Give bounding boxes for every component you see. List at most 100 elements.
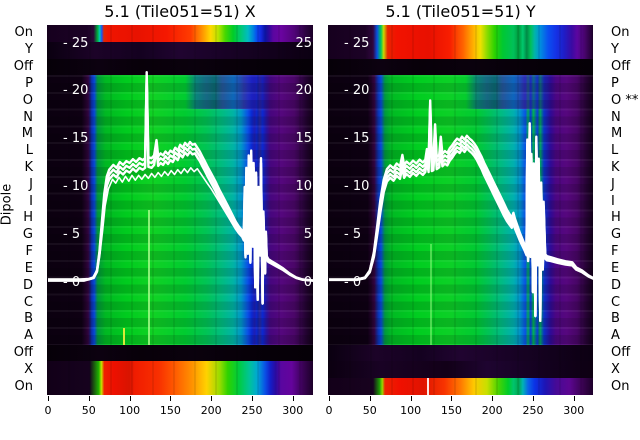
x-axis-tick	[170, 396, 172, 401]
dipole-power-traces-x	[48, 71, 313, 305]
dipole-row-label-right: O **	[611, 92, 639, 108]
vertical-feature-line	[122, 327, 125, 345]
x-axis-tick	[410, 396, 412, 401]
heatmap-panel-x: - 25 25 - 20 20 - 15 15 - 10 10 - 5 5 - 0 0	[47, 25, 313, 395]
x-axis-tick	[369, 396, 371, 401]
dipole-row-label-right: Y	[611, 42, 619, 58]
dipole-row-label-left: L	[25, 143, 33, 159]
scale-tick-label-left: - 0	[344, 274, 362, 290]
dipole-power-traces-y	[329, 99, 593, 322]
dipole-row-label-left: B	[24, 311, 33, 327]
scale-tick-label-left: - 20	[63, 83, 89, 99]
vertical-feature-line	[430, 243, 432, 345]
row-banding-overlay	[328, 75, 593, 345]
dipole-row-label-left: E	[24, 260, 33, 276]
dipole-row-label-right: F	[611, 244, 619, 259]
heatmap-band	[328, 75, 593, 345]
scale-tick-label-left: - 15	[344, 131, 370, 147]
dipole-row-label-right: K	[611, 160, 620, 175]
heatmap-band	[328, 344, 593, 362]
x-axis-tick-label: 300	[563, 404, 585, 417]
dipole-row-label-left: D	[22, 277, 33, 293]
dipole-row-label-left: A	[24, 328, 33, 344]
scale-tick-label-right: 20	[295, 83, 312, 99]
dipole-row-label-right: G	[611, 227, 622, 243]
heatmap-band	[47, 361, 313, 395]
x-axis-tick	[492, 396, 494, 401]
column-blocks-overlay	[47, 25, 313, 395]
dipole-row-label-left: On	[14, 25, 33, 41]
dipole-po-overlay	[328, 75, 593, 110]
scale-tick-label-right: 0	[303, 274, 312, 290]
dipole-row-label-left: M	[21, 126, 33, 142]
x-axis-tick	[573, 396, 575, 401]
heatmap-band	[47, 58, 313, 76]
vertical-feature-line	[426, 378, 429, 395]
scale-tick-label-left: - 25	[63, 35, 89, 51]
x-axis-tick-label: 50	[362, 404, 377, 417]
heatmap-band	[47, 75, 313, 345]
trace-line	[329, 111, 593, 322]
heatmap-band	[47, 25, 313, 42]
x-axis-tick-label: 250	[522, 404, 544, 417]
scale-tick-label-right: 15	[295, 131, 312, 147]
heatmap-panel-y: - 25 - 20 - 15 - 10 - 5 - 0	[328, 25, 593, 395]
x-axis-tick	[329, 396, 330, 401]
heatmap-band	[328, 25, 593, 59]
row-banding-overlay	[47, 75, 313, 345]
scale-tick-label-left: - 10	[63, 178, 89, 194]
heatmap-band	[328, 378, 593, 395]
dipole-row-label-right: C	[611, 294, 621, 310]
x-axis-tick-label: 200	[481, 404, 503, 417]
panel-title-x: 5.1 (Tile051=51) X	[104, 2, 256, 21]
dipole-row-label-right: X	[611, 361, 620, 377]
x-axis-tick	[211, 396, 213, 401]
x-axis-tick	[451, 396, 453, 401]
dipole-row-label-left: H	[23, 210, 33, 226]
x-axis-tick-label: 0	[325, 404, 333, 417]
x-axis-tick-label: 150	[440, 404, 462, 417]
dipole-row-label-right: A	[611, 328, 620, 344]
x-axis-tick	[48, 396, 49, 401]
panel-title-y: 5.1 (Tile051=51) Y	[385, 2, 536, 21]
dipole-row-label-left: F	[25, 244, 33, 259]
dipole-row-label-right: On	[611, 25, 630, 41]
x-axis-tick-label: 50	[81, 404, 96, 417]
scale-tick-label-left: - 5	[63, 226, 81, 242]
scale-tick-label-right: 25	[295, 35, 312, 51]
dipole-row-label-right: E	[611, 260, 620, 276]
column-blocks-overlay	[328, 25, 593, 395]
dipole-row-label-right: L	[611, 143, 619, 159]
dipole-row-label-right: Off	[611, 59, 631, 74]
dipole-row-label-left: P	[25, 75, 33, 91]
scale-tick-label-left: - 10	[344, 178, 370, 194]
dipole-row-label-left: On	[14, 378, 33, 394]
x-axis-tick-label: 150	[159, 404, 181, 417]
x-axis-tick-label: 100	[119, 404, 141, 417]
x-axis-tick-label: 0	[44, 404, 52, 417]
dipole-row-label-right: J	[611, 176, 615, 192]
dipole-row-label-left: Y	[25, 42, 33, 58]
dipole-row-label-right: H	[611, 210, 621, 226]
scale-tick-label-right: 10	[295, 178, 312, 194]
trace-line	[48, 167, 244, 282]
dipole-row-label-left: K	[24, 160, 33, 175]
dipole-row-label-right: Off	[611, 345, 631, 360]
vertical-feature-line	[147, 210, 150, 345]
heatmap-band	[328, 361, 593, 379]
dipole-row-label-right: M	[611, 126, 623, 142]
dipole-row-label-left: N	[23, 109, 33, 125]
x-axis-tick-label: 200	[200, 404, 222, 417]
x-axis-tick	[292, 396, 294, 401]
heatmap-band	[328, 58, 593, 76]
x-axis-tick	[252, 396, 253, 401]
dipole-row-label-left: I	[29, 193, 33, 209]
dipole-row-label-left: C	[23, 294, 33, 310]
x-axis-tick	[533, 396, 534, 401]
dipole-row-label-left: Off	[13, 345, 33, 360]
x-axis-tick	[88, 396, 90, 401]
dipole-row-label-right: On	[611, 378, 630, 394]
dipole-row-label-left: O	[22, 92, 33, 108]
scale-tick-label-right: 5	[303, 226, 312, 242]
